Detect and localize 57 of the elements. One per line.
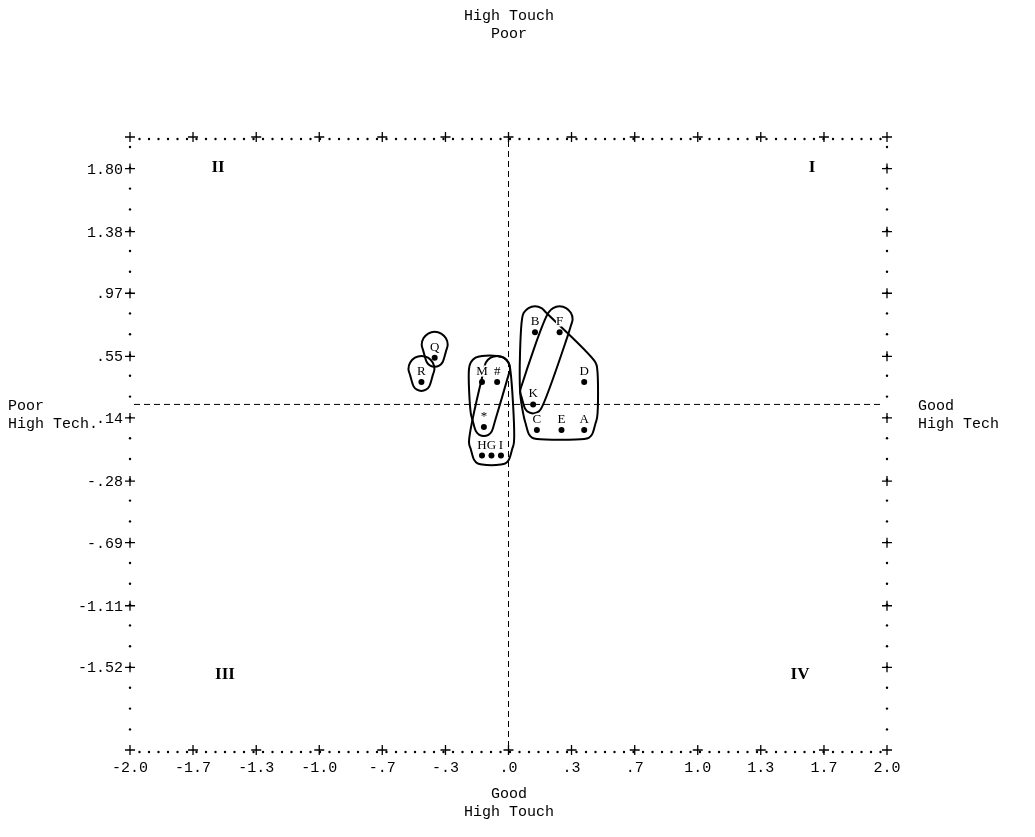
x-tick-label: -1.0 (301, 760, 338, 777)
text: Good High Tech (918, 398, 1000, 433)
point (581, 378, 588, 385)
y-tick-label: 1.80 (86, 161, 123, 179)
series-label: G (486, 436, 497, 452)
annotation: I (808, 157, 816, 176)
point (532, 329, 538, 336)
point (556, 329, 563, 336)
series-label: E (557, 410, 566, 426)
x-axis-title: Good High Touch (463, 786, 555, 821)
x-tick-label: .0 (499, 760, 518, 777)
y-tick-label: .55 (95, 349, 123, 367)
text: High Touch Poor (463, 8, 555, 43)
point (581, 426, 588, 433)
y-tick-label: -.69 (86, 535, 123, 553)
x-tick-label: 1.0 (684, 760, 712, 777)
x-tick-label: 2.0 (873, 760, 901, 777)
series-label: A (579, 410, 590, 426)
x-tick-label: .3 (562, 760, 581, 777)
point (480, 423, 487, 430)
point (418, 378, 425, 385)
x-tick-label: -2.0 (111, 760, 149, 777)
y-tick-label: -1.52 (77, 660, 123, 678)
series-label: Q (430, 338, 440, 354)
x-tick-label: -.7 (368, 760, 396, 777)
series-label: # (493, 362, 501, 378)
point (479, 452, 486, 459)
annotation: II (211, 157, 225, 176)
x-tick-label: 1.7 (810, 760, 838, 777)
x-tick-label: -1.7 (175, 760, 212, 777)
series-label: K (528, 385, 539, 401)
series-label: C (532, 410, 542, 426)
y-tick-label: 1.38 (86, 224, 123, 242)
point (533, 426, 540, 433)
point (488, 452, 495, 459)
series-label: B (530, 313, 540, 329)
x-tick-label: -1.3 (238, 760, 275, 777)
y-tick-label: .97 (95, 286, 123, 304)
y-tick-label: -.28 (86, 474, 123, 492)
series-label: D (579, 362, 589, 378)
point (558, 426, 565, 433)
annotation: IV (790, 664, 811, 683)
point (497, 452, 504, 459)
series-label: F (555, 313, 564, 329)
point (479, 378, 486, 385)
point (530, 401, 537, 408)
series-label: H (477, 436, 487, 452)
series-label: R (417, 362, 427, 378)
annotation: III (215, 664, 236, 683)
point (431, 354, 438, 361)
series-label: * (480, 407, 488, 423)
y-tick-label: -1.11 (77, 598, 123, 616)
x-tick-label: -.3 (431, 760, 459, 777)
x-tick-label: .7 (625, 760, 644, 777)
point (494, 378, 501, 385)
x-tick-label: 1.3 (747, 760, 775, 777)
series-label: I (498, 436, 504, 452)
